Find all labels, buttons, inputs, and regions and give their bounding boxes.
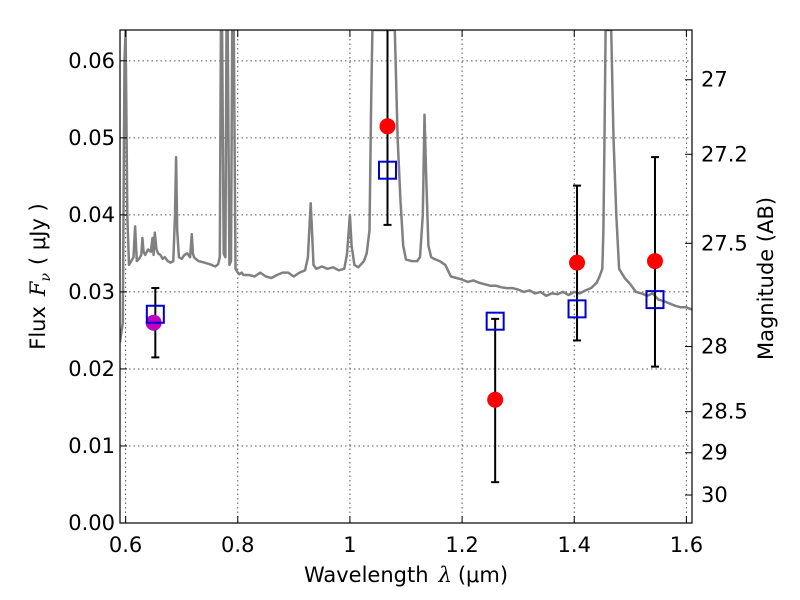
model-spectrum-line: [120, 30, 692, 343]
x-axis-label: Wavelength λ (μm): [304, 563, 508, 587]
y2-tick-label: 27: [701, 68, 728, 92]
x-tick-label: 1: [343, 533, 356, 557]
y2-tick-label: 27.5: [701, 231, 748, 255]
data-point: [487, 391, 504, 408]
y2-tick-label: 28: [701, 335, 728, 359]
x-tick-label: 0.8: [221, 533, 254, 557]
model-square: [145, 304, 165, 324]
data-point: [646, 253, 663, 270]
data-point: [569, 254, 586, 271]
y2-tick-label: 29: [701, 441, 728, 465]
y2-axis-label: Magnitude (AB): [754, 197, 778, 360]
axis-ticks: 0.6 0.8 1 1.2 1.4 1.6 0.00 0.01 0.02 0.03 0.04 0.05…: [68, 30, 748, 557]
y-axis-label: Flux Fν ( μJy ): [26, 203, 54, 349]
y2-tick-label: 27.2: [701, 142, 748, 166]
x-tick-label: 1.2: [445, 533, 478, 557]
y2-tick-label: 28.5: [701, 400, 748, 424]
x-axis-label-prefix: Wavelength: [304, 563, 429, 587]
x-tick-label: 1.6: [670, 533, 703, 557]
data-point: [379, 118, 396, 135]
x-axis-label-unit: (μm): [458, 563, 508, 587]
y2-tick-label: 30: [701, 483, 728, 507]
x-tick-label: 0.6: [109, 533, 142, 557]
x-axis-label-symbol: λ: [438, 563, 452, 587]
model-squares: [145, 160, 665, 331]
y-tick-label: 0.05: [68, 126, 115, 150]
y-axis-label-unit: ( μJy ): [26, 203, 50, 265]
y-tick-label: 0.01: [68, 434, 115, 458]
y-tick-label: 0.04: [68, 203, 115, 227]
plot-frame: [119, 29, 693, 524]
y-axis-label-prefix: Flux: [26, 306, 50, 350]
y-axis-label-subscript: ν: [38, 273, 54, 282]
x-tick-label: 1.4: [558, 533, 591, 557]
y-axis-label-symbol: F: [26, 280, 50, 297]
model-square: [567, 299, 587, 319]
y-tick-label: 0.03: [68, 280, 115, 304]
spectrum-layer: [120, 30, 692, 343]
grid-layer: [120, 30, 692, 523]
model-square: [485, 311, 505, 331]
model-square: [377, 160, 397, 180]
y-tick-label: 0.00: [68, 511, 115, 535]
model-square: [645, 290, 665, 310]
y-tick-label: 0.06: [68, 49, 115, 73]
y-tick-label: 0.02: [68, 357, 115, 381]
